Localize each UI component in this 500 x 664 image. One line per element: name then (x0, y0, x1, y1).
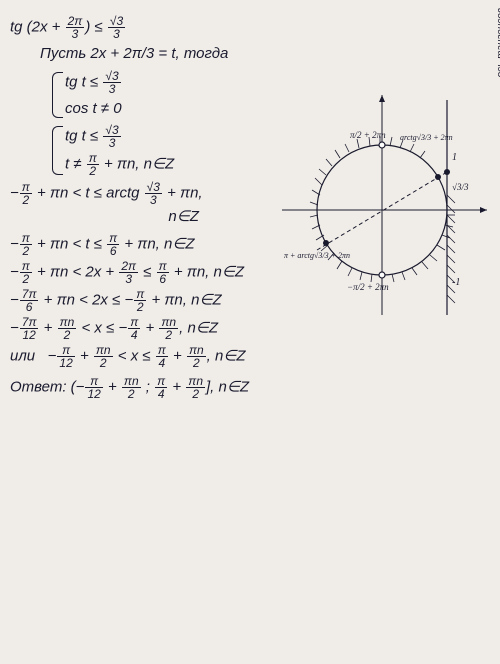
problem-statement: tg (2x + 2π3) ≤ √33 (10, 15, 490, 40)
substitution: Пусть 2x + 2π/3 = t, тогда (10, 43, 490, 66)
label-one-top: 1 (452, 152, 457, 163)
unit-circle-diagram: π/2 + 2πn arctg√3/3 + 2πn 1 √3/3 π + arc… (282, 90, 492, 320)
answer-line: Ответ: (−π12 + πn2 ; π4 + πn2], n∈Z (10, 375, 490, 400)
answer-label: Ответ: (10, 378, 67, 395)
label-minus-pi2: −π/2 + 2πn (347, 282, 389, 292)
math-worksheet: tg (2x + 2π3) ≤ √33 Пусть 2x + 2π/3 = t,… (0, 0, 500, 664)
label-arctg-top: arctg√3/3 + 2πn (400, 133, 453, 142)
label-sqrt3-3: √3/3 (452, 182, 469, 192)
label-one-bot: -1 (452, 277, 460, 288)
step-6: или −π12 + πn2 < x ≤ π4 + πn2, n∈Z (10, 344, 490, 369)
or-label: или (10, 347, 35, 364)
label-pi2-top: π/2 + 2πn (350, 130, 386, 140)
label-arctg-bot: π + arctg√3/3 + 2πn (284, 251, 350, 260)
tangent-axis-label: ось тангенсов (496, 8, 500, 78)
